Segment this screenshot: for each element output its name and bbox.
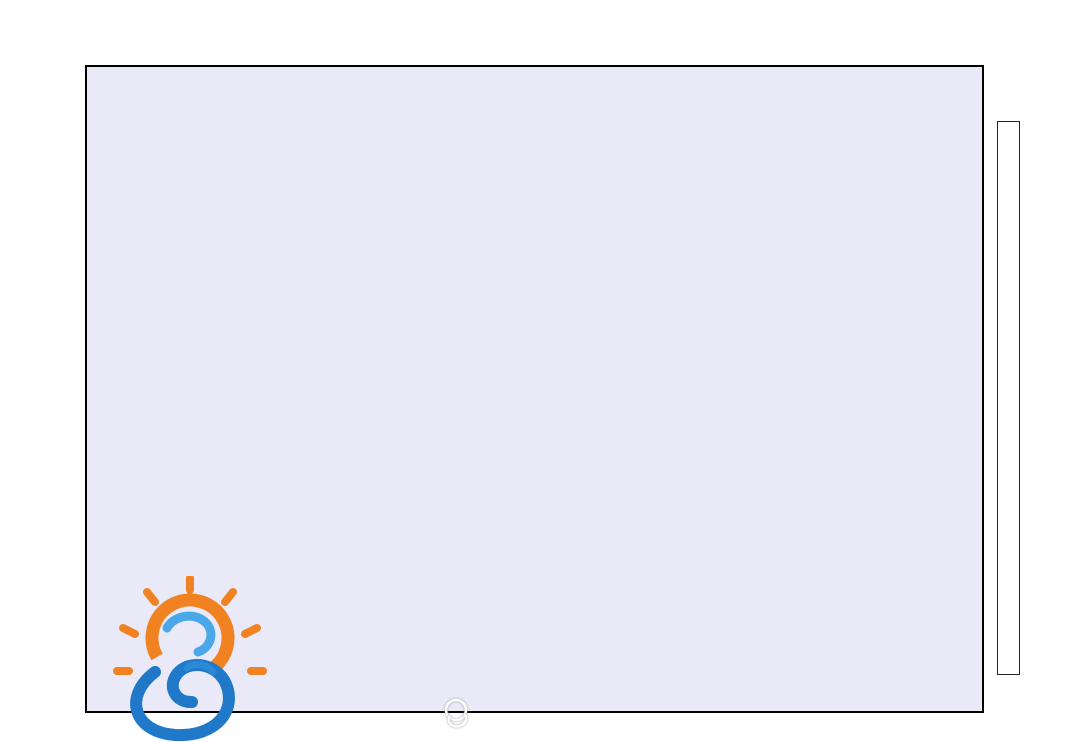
pressure-map xyxy=(87,67,982,711)
bottom-watermark xyxy=(438,694,480,730)
watermark-icon xyxy=(444,698,468,728)
departure-colorbar xyxy=(997,121,1020,675)
map-plot-area xyxy=(85,65,984,713)
